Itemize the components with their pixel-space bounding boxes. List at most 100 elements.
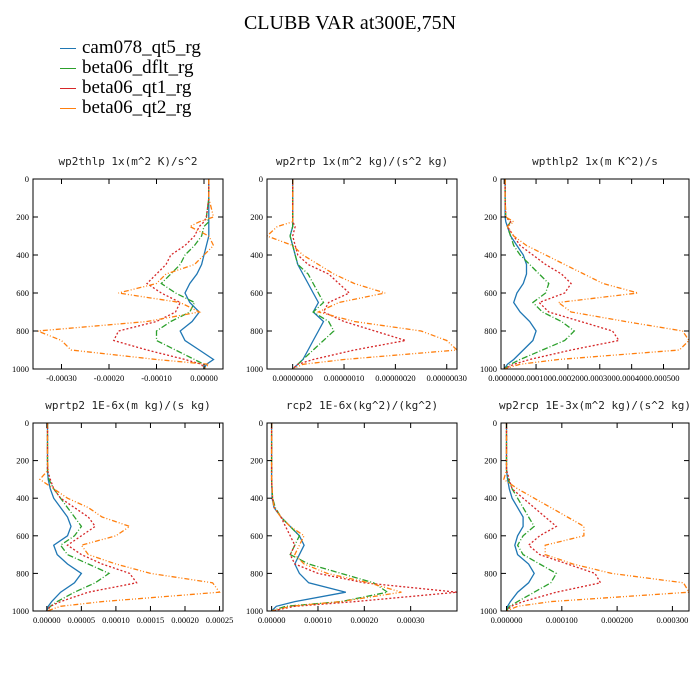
panel-3: wpthlp2 1x(m K^2)/s020040060080010000.00… (480, 155, 690, 383)
x-tick-label: 0.00015 (137, 615, 165, 625)
panel-1: wp2thlp 1x(m^2 K)/s^2 0 200 400 600 800 1000 -0… (12, 155, 224, 383)
y-tick-label: 200 (16, 212, 29, 222)
panel-title: wp2rcp 1E-3x(m^2 kg)/(s^2 kg) (499, 399, 691, 412)
x-tick-label: 0.000100 (546, 615, 578, 625)
y-tick-label: 200 (484, 212, 497, 222)
y-tick-label: 0 (493, 174, 497, 184)
x-tick-label: 0.000200 (552, 373, 584, 383)
x-tick-label: 0.000000 (491, 615, 523, 625)
x-tick-label: 0.000300 (584, 373, 616, 383)
x-tick-label: 0.000300 (656, 615, 688, 625)
series-line-3 (505, 423, 602, 611)
series-line-4 (37, 179, 215, 369)
panel-frame (500, 422, 690, 612)
x-tick-label: 0.00010 (102, 615, 130, 625)
series-line-4 (504, 179, 689, 369)
y-tick-label: 400 (484, 493, 497, 503)
legend-label-cam078: cam078_qt5_rg (82, 37, 201, 58)
x-tick-label: 0.00000010 (324, 373, 364, 383)
y-tick-label: 400 (16, 250, 29, 260)
series-line-2 (289, 179, 335, 369)
x-tick-label: -0.00010 (141, 373, 171, 383)
y-tick-label: 1000 (12, 606, 29, 616)
y-tick-label: 800 (16, 326, 29, 336)
x-tick-label: 0.00000 (33, 615, 61, 625)
panel-frame (500, 178, 690, 370)
y-tick-label: 200 (484, 456, 497, 466)
series-line-4 (270, 423, 402, 611)
x-tick-label: 0.00005 (68, 615, 96, 625)
series-line-2 (505, 423, 558, 611)
legend-label-qt2: beta06_qt2_rg (82, 97, 192, 118)
y-tick-label: 200 (250, 456, 263, 466)
y-tick-label: 400 (250, 493, 263, 503)
y-tick-label: 0 (493, 418, 497, 428)
legend-line-qt2 (60, 107, 76, 109)
legend: cam078_qt5_rg beta06_dflt_rg beta06_qt1_… (60, 37, 201, 118)
legend-line-cam078 (60, 47, 76, 49)
y-tick-label: 200 (250, 212, 263, 222)
y-tick-label: 600 (250, 288, 263, 298)
y-tick-label: 600 (16, 531, 29, 541)
panel-title: wpthlp2 1x(m K^2)/s (532, 155, 658, 168)
series-line-4 (267, 179, 457, 369)
series-line-1 (505, 423, 535, 611)
y-tick-label: 0 (259, 418, 263, 428)
series-line-2 (155, 179, 210, 369)
y-tick-label: 0 (259, 174, 263, 184)
panel-4: wprtp2 1E-6x(m kg)/(s kg) 0 200 400 600 800 10… (12, 399, 233, 625)
panel-title: wp2rtp 1x(m^2 kg)/(s^2 kg) (276, 155, 448, 168)
y-tick-label: 400 (16, 493, 29, 503)
legend-item-dflt: beta06_dflt_rg (60, 57, 201, 78)
series-line-4 (503, 423, 689, 611)
legend-label-dflt: beta06_dflt_rg (82, 57, 194, 78)
legend-item-cam078: cam078_qt5_rg (60, 37, 201, 58)
panel-frame (266, 178, 458, 370)
y-tick-label: 600 (16, 288, 29, 298)
series-line-1 (270, 423, 346, 611)
y-tick-label: 800 (250, 568, 263, 578)
panel-6: wp2rcp 1E-3x(m^2 kg)/(s^2 kg)0 200 400 600 8… (480, 399, 691, 625)
x-tick-label: 0.00030 (397, 615, 425, 625)
legend-label-qt1: beta06_qt1_rg (82, 77, 192, 98)
series-line-4 (38, 423, 221, 611)
y-tick-label: 1000 (246, 364, 263, 374)
series-line-2 (46, 423, 111, 611)
y-tick-label: 400 (250, 250, 263, 260)
legend-line-qt1 (60, 87, 76, 89)
y-tick-label: 200 (16, 456, 29, 466)
x-tick-label: 0.000000 (488, 373, 520, 383)
x-tick-label: 0.00000 (190, 373, 218, 383)
x-tick-label: 0.000400 (616, 373, 648, 383)
x-tick-label: 0.00010 (304, 615, 332, 625)
panel-frame (32, 178, 224, 370)
panel-frame (266, 422, 458, 612)
x-tick-label: -0.00020 (94, 373, 124, 383)
series-line-1 (289, 179, 325, 369)
x-tick-label: -0.00030 (46, 373, 76, 383)
panel-title: wprtp2 1E-6x(m kg)/(s kg) (45, 399, 211, 412)
legend-line-dflt (60, 67, 76, 69)
panel-frame (32, 422, 224, 612)
x-tick-label: 0.00020 (351, 615, 379, 625)
legend-item-qt2: beta06_qt2_rg (60, 97, 201, 118)
x-tick-label: 0.00020 (171, 615, 199, 625)
series-line-1 (46, 423, 83, 611)
y-tick-label: 1000 (246, 606, 263, 616)
series-line-2 (503, 179, 576, 369)
y-tick-label: 0 (25, 418, 29, 428)
panel-5: rcp2 1E-6x(kg^2)/(kg^2) 0 200 400 600 800 1000… (246, 399, 458, 625)
x-tick-label: 0.00000020 (375, 373, 415, 383)
y-tick-label: 600 (250, 531, 263, 541)
y-tick-label: 1000 (480, 606, 497, 616)
chart-title: CLUBB VAR at300E,75N (243, 12, 457, 34)
panel-title: rcp2 1E-6x(kg^2)/(kg^2) (286, 399, 438, 412)
x-tick-label: 0.00025 (206, 615, 234, 625)
series-line-3 (503, 179, 620, 369)
x-tick-label: 0.00000 (258, 615, 286, 625)
series-line-1 (179, 179, 215, 369)
legend-item-qt1: beta06_qt1_rg (60, 77, 201, 98)
series-line-3 (46, 423, 138, 611)
y-tick-label: 800 (484, 568, 497, 578)
